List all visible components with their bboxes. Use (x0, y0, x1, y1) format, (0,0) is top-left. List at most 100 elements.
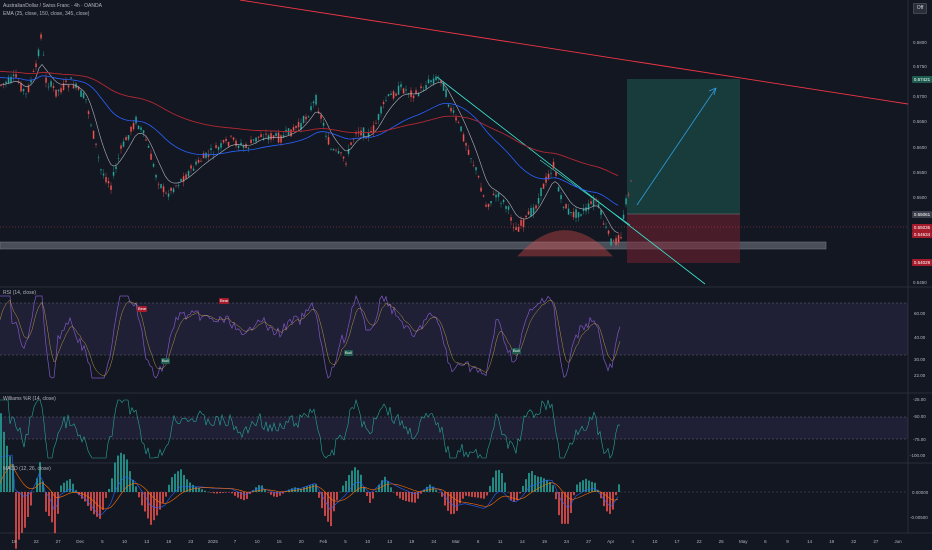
macd-histogram-bar (330, 492, 332, 527)
time-tick: 17 (674, 539, 680, 544)
candle-body (230, 135, 232, 137)
candle-body (130, 126, 132, 132)
candle-body (387, 94, 390, 96)
macd-histogram-bar (387, 480, 389, 492)
macd-histogram-bar (45, 492, 47, 512)
candle-body (582, 208, 585, 211)
candle-body (95, 143, 97, 145)
candle-body (252, 139, 255, 141)
candle-body (350, 142, 352, 145)
macd-histogram-bar (213, 492, 215, 494)
candle-body (192, 168, 195, 171)
candle-body (622, 214, 625, 219)
price-tick: 0.5450 (913, 280, 927, 285)
macd-histogram-bar (555, 492, 557, 500)
candle-body (150, 153, 152, 160)
candle-body (80, 90, 82, 97)
macd-histogram-bar (270, 492, 272, 495)
candle-body (527, 211, 530, 215)
time-tick: Mar (452, 539, 460, 544)
williams-legend[interactable]: Williams %R (14, close) (3, 396, 56, 402)
candle-body (530, 207, 532, 217)
price-tick: 0.5700 (913, 94, 927, 99)
candle-body (320, 115, 322, 119)
candle-body (237, 145, 240, 148)
candle-body (505, 206, 507, 209)
candle-body (300, 123, 302, 130)
candle-body (12, 74, 15, 76)
macd-histogram-bar (279, 492, 281, 496)
time-tick: Dec (76, 539, 85, 544)
macd-histogram-bar (210, 492, 212, 493)
rsi-legend[interactable]: RSI (14, close) (3, 290, 37, 296)
candle-body (147, 145, 150, 148)
macd-histogram-bar (477, 492, 479, 498)
candle-body (322, 122, 325, 126)
settings-badge[interactable]: Off (913, 3, 927, 14)
candle-body (422, 89, 425, 91)
signal-label: Bull (344, 350, 353, 356)
macd-histogram-bar (267, 492, 269, 493)
macd-histogram-bar (537, 476, 539, 492)
candle-body (297, 121, 300, 128)
candle-body (35, 63, 37, 68)
macd-histogram-bar (57, 492, 59, 514)
macd-histogram-bar (129, 471, 131, 492)
candle-body (502, 199, 505, 203)
time-tick: May (739, 539, 748, 544)
macd-histogram-bar (558, 492, 560, 516)
time-tick: 25 (718, 539, 724, 544)
ema-150-line (0, 75, 619, 206)
candle-body (65, 80, 67, 82)
candle-body (547, 173, 550, 180)
candle-body (485, 204, 487, 207)
candle-body (565, 204, 567, 209)
macd-histogram-bar (93, 492, 95, 515)
macd-histogram-bar (21, 492, 23, 533)
candle-body (155, 174, 157, 178)
candle-body (567, 208, 570, 215)
candle-body (405, 89, 407, 91)
macd-histogram-bar (336, 492, 338, 501)
macd-histogram-bar (72, 483, 74, 492)
signal-label: Bull (512, 348, 521, 354)
macd-histogram-bar (315, 483, 317, 492)
macd-histogram-bar (114, 462, 116, 492)
candle-body (310, 106, 312, 111)
macd-histogram-bar (390, 487, 392, 492)
macd-histogram-bar (99, 492, 101, 519)
candle-body (260, 134, 262, 138)
macd-histogram-bar (498, 469, 500, 492)
macd-histogram-bar (132, 479, 134, 492)
candle-body (460, 126, 462, 132)
candle-body (330, 149, 332, 151)
macd-histogram-bar (261, 485, 263, 492)
macd-histogram-bar (69, 479, 71, 492)
entry-price-label: 0.55061 (912, 211, 932, 218)
candle-body (290, 129, 292, 137)
candle-body (112, 172, 115, 176)
macd-histogram-bar (66, 480, 68, 492)
rounded-bottom-arc (517, 230, 613, 257)
time-tick: Feb (319, 539, 328, 544)
ema-legend[interactable]: EMA (25, close, 150, close, 345, close) (3, 11, 90, 17)
time-tick: 22 (33, 539, 39, 544)
macd-histogram-bar (294, 487, 296, 492)
candle-body (345, 163, 347, 165)
macd-histogram-bar (546, 479, 548, 492)
macd-legend[interactable]: MACD (12, 26, close) (3, 466, 51, 472)
macd-histogram-bar (186, 479, 188, 492)
rsi-tick: 30.00 (914, 357, 926, 362)
candle-body (200, 160, 202, 162)
macd-histogram-bar (225, 492, 227, 493)
ema-25-line (0, 64, 619, 234)
time-tick: 5 (344, 539, 347, 544)
candle-body (562, 206, 565, 208)
candle-body (375, 123, 377, 124)
candle-body (570, 212, 572, 213)
macd-line (0, 454, 619, 516)
candle-body (555, 171, 557, 176)
candle-body (550, 173, 552, 174)
candle-body (285, 129, 287, 132)
